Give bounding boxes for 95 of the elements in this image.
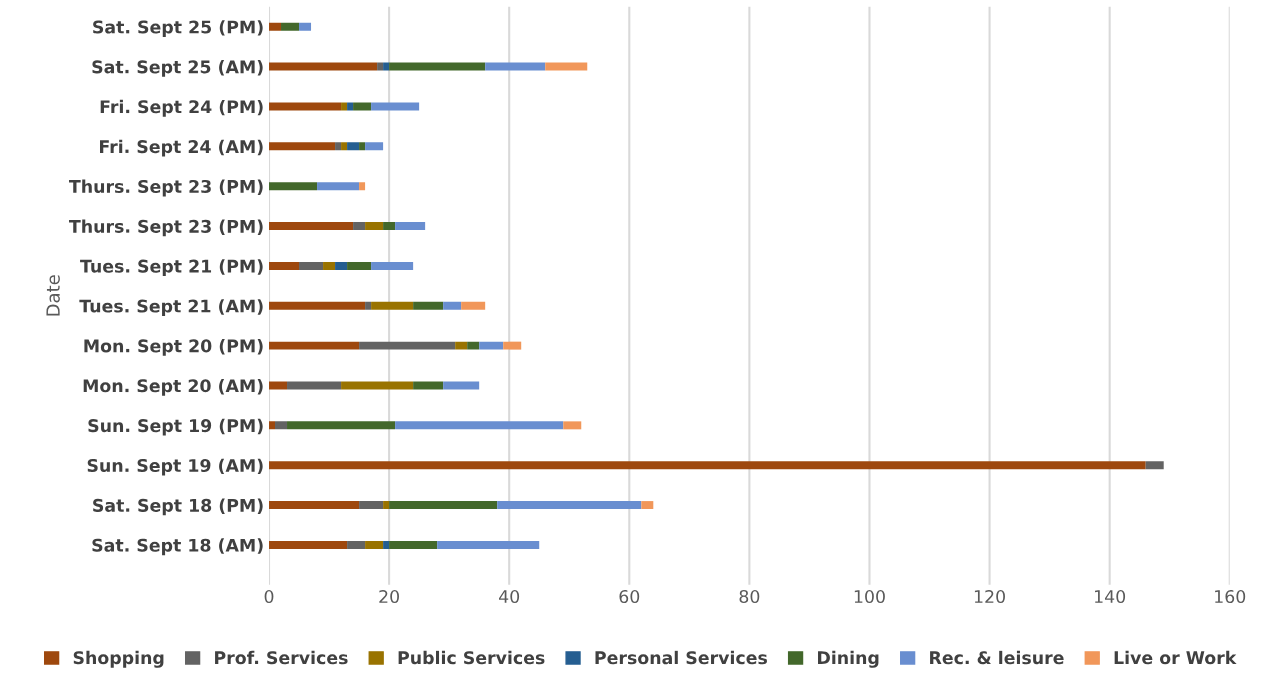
bar <box>641 501 654 510</box>
bar <box>353 102 372 111</box>
bar <box>467 341 480 350</box>
legend-label: Live or Work <box>1114 650 1237 665</box>
bar <box>269 341 360 350</box>
x-tick-label: 160 <box>1215 589 1246 604</box>
bar <box>413 301 444 310</box>
x-tick-label: 0 <box>264 589 274 604</box>
y-tick-label: Mon. Sept 20 (PM) <box>84 339 263 356</box>
bar <box>563 421 582 430</box>
bar <box>359 501 384 510</box>
x-tick-label: 140 <box>1095 589 1126 604</box>
y-tick-label: Sat. Sept 18 (AM) <box>92 538 263 556</box>
x-tick-label: 40 <box>499 589 520 604</box>
y-tick-label: Mon. Sept 20 (AM) <box>83 378 263 396</box>
bar <box>461 301 486 310</box>
bar <box>269 182 318 191</box>
y-tick-label: Sun. Sept 19 (AM) <box>87 458 263 476</box>
bar <box>371 261 414 270</box>
bar <box>389 501 498 510</box>
legend-label: Dining <box>818 650 879 668</box>
bar <box>383 222 396 231</box>
bar <box>299 261 324 270</box>
bar <box>383 501 390 510</box>
bar <box>335 261 348 270</box>
bar <box>269 142 336 151</box>
y-tick-label: Fri. Sept 24 (AM) <box>100 139 263 157</box>
bar <box>1145 461 1164 470</box>
bar <box>395 222 426 231</box>
bar <box>275 421 288 430</box>
bar <box>269 301 366 310</box>
bar <box>281 22 300 31</box>
bar <box>341 142 348 151</box>
bar <box>341 102 348 111</box>
y-tick-label: Sat. Sept 18 (PM) <box>93 498 263 516</box>
bar <box>497 501 642 510</box>
legend-label: Prof. Services <box>215 650 348 665</box>
bar <box>269 461 1146 470</box>
y-tick-label: Thurs. Sept 23 (PM) <box>69 179 263 197</box>
bar <box>383 62 390 71</box>
legend-label: Rec. & leisure <box>930 650 1064 665</box>
legend-label: Public Services <box>398 650 545 665</box>
legend-label: Shopping <box>73 650 164 668</box>
x-tick-label: 100 <box>854 589 885 604</box>
bar <box>371 301 414 310</box>
bar <box>377 62 384 71</box>
bar <box>269 22 282 31</box>
y-tick-label: Sat. Sept 25 (PM) <box>93 20 263 37</box>
bar <box>395 421 564 430</box>
bar <box>317 182 360 191</box>
y-axis-title: Date <box>46 275 60 316</box>
bar <box>503 341 522 350</box>
bar <box>287 421 396 430</box>
bar <box>269 62 378 71</box>
y-tick-label: Thurs. Sept 23 (PM) <box>69 219 263 237</box>
bar <box>347 540 366 549</box>
bar <box>323 261 336 270</box>
bar <box>359 142 366 151</box>
x-tick-label: 60 <box>619 589 640 604</box>
bar <box>365 301 372 310</box>
bar <box>545 62 588 71</box>
x-tick-label: 120 <box>974 589 1005 604</box>
bar <box>269 540 348 549</box>
bar <box>347 261 372 270</box>
bar <box>389 540 438 549</box>
bar <box>443 301 462 310</box>
bar <box>335 142 342 151</box>
bar <box>383 540 390 549</box>
bar <box>299 22 312 31</box>
bar <box>347 142 360 151</box>
bar <box>359 341 456 350</box>
bar <box>365 540 384 549</box>
bar <box>389 62 486 71</box>
bar <box>353 222 366 231</box>
y-tick-label: Tues. Sept 21 (AM) <box>79 299 263 316</box>
bar <box>359 182 366 191</box>
x-tick-label: 20 <box>379 589 399 604</box>
bar <box>269 501 360 510</box>
y-tick-label: Tues. Sept 21 (PM) <box>80 259 263 277</box>
bar <box>347 102 354 111</box>
legend-label: Personal Services <box>595 650 767 665</box>
y-tick-label: Fri. Sept 24 (PM) <box>100 99 263 117</box>
bar <box>437 540 540 549</box>
x-tick-label: 80 <box>739 589 760 604</box>
bar <box>365 142 384 151</box>
bar <box>269 261 300 270</box>
y-tick-label: Sun. Sept 19 (PM) <box>88 418 263 436</box>
bar <box>485 62 546 71</box>
bar <box>365 222 384 231</box>
bar <box>269 222 354 231</box>
bar <box>371 102 420 111</box>
bar <box>479 341 504 350</box>
bar <box>269 102 342 111</box>
bar <box>455 341 468 350</box>
y-tick-label: Sat. Sept 25 (AM) <box>92 60 263 77</box>
